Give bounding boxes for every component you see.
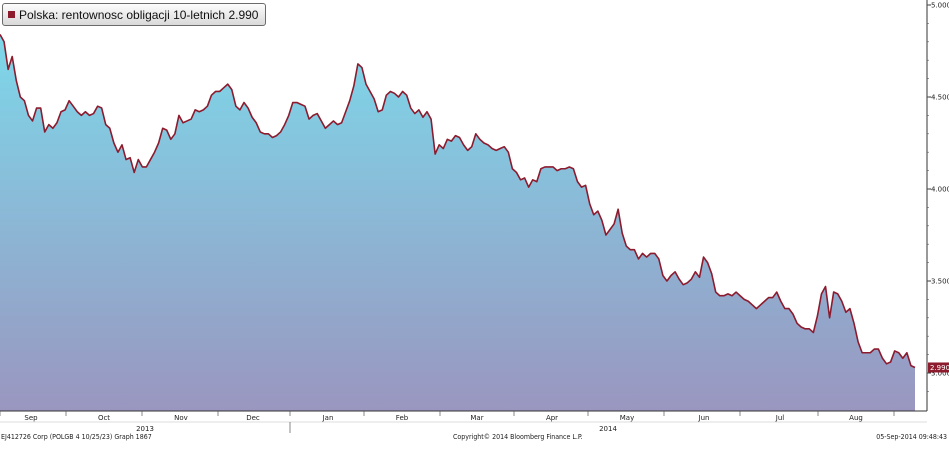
x-year-label: 2014 (599, 425, 617, 433)
x-tick-label: Jul (775, 414, 785, 422)
x-tick-label: Sep (24, 414, 38, 422)
legend-swatch (8, 11, 15, 18)
x-tick-label: Feb (396, 414, 409, 422)
series-line (0, 34, 916, 369)
y-tick-label: 3.500 (931, 278, 949, 286)
last-value-marker (928, 362, 949, 373)
last-value-label: 2.990 (930, 364, 949, 372)
x-tick-label: Apr (546, 414, 558, 422)
x-tick-label: Jun (698, 414, 710, 422)
y-tick-label: 3.000 (931, 370, 949, 378)
x-tick-label: Jan (322, 414, 334, 422)
footer-security-id: EJ412726 Corp (POLGB 4 10/25/23) Graph 1… (1, 433, 152, 441)
footer-copyright: Copyright© 2014 Bloomberg Finance L.P. (453, 433, 583, 441)
x-year-label: 2013 (136, 425, 154, 433)
x-tick-label: Nov (174, 414, 188, 422)
x-tick-label: Aug (849, 414, 863, 422)
plot-area (0, 34, 916, 411)
x-tick-label: Oct (98, 414, 110, 422)
y-tick-label: 4.000 (931, 186, 949, 194)
footer-timestamp: 05-Sep-2014 09:48:43 (876, 433, 947, 441)
y-tick-label: 5.000 (931, 2, 949, 10)
x-tick-label: Dec (246, 414, 260, 422)
x-tick-label: May (620, 414, 634, 422)
y-tick-label: 4.500 (931, 94, 949, 102)
x-tick-label: Mar (470, 414, 483, 422)
area-fill (0, 34, 915, 411)
legend: Polska: rentownosc obligacji 10-letnich … (2, 3, 267, 26)
legend-label: Polska: rentownosc obligacji 10-letnich … (19, 7, 259, 22)
